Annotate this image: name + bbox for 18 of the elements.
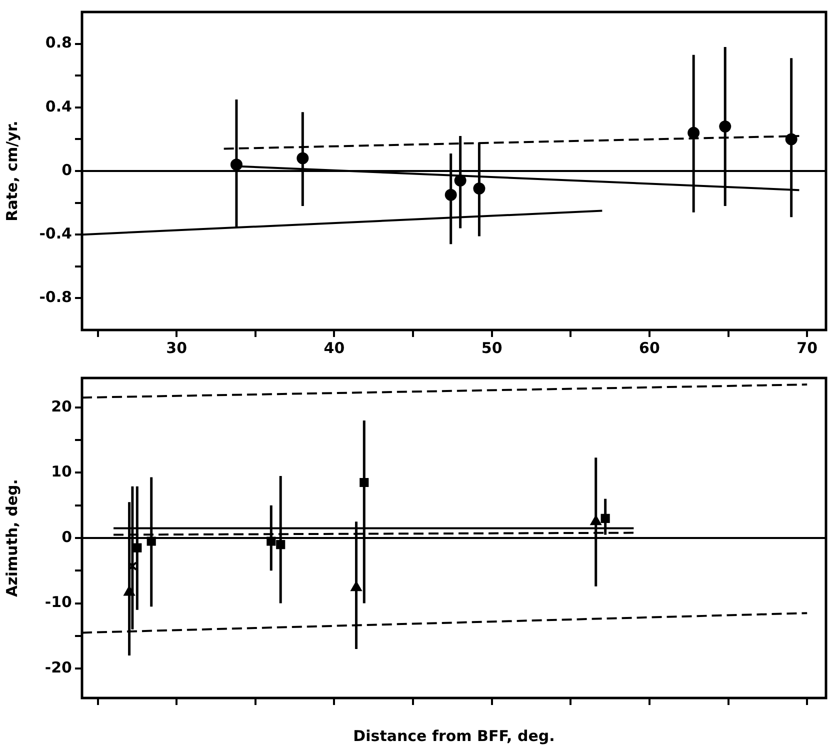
y-tick-label: 20 xyxy=(51,397,72,416)
x-tick-label: 30 xyxy=(166,338,188,357)
y-axis-title: Azimuth, deg. xyxy=(2,479,21,597)
y-tick-label: -20 xyxy=(44,658,72,677)
y-axis-title: Rate, cm/yr. xyxy=(2,120,21,222)
x-axis-title: Distance from BFF, deg. xyxy=(353,726,555,745)
x-tick-label: 40 xyxy=(324,338,345,357)
y-tick-label: -0.4 xyxy=(39,224,72,242)
x-tick-label: 50 xyxy=(481,338,502,357)
x-tick-label: 60 xyxy=(639,338,660,357)
y-tick-label: 10 xyxy=(51,462,72,481)
y-tick-label: 0.4 xyxy=(45,97,72,116)
y-tick-label: -10 xyxy=(44,593,72,612)
y-tick-label: 0 xyxy=(62,160,72,179)
y-tick-label: -0.8 xyxy=(39,288,72,306)
y-tick-label: 0.8 xyxy=(45,34,72,52)
y-tick-label: 0 xyxy=(62,528,72,546)
x-tick-label: 70 xyxy=(796,338,818,357)
